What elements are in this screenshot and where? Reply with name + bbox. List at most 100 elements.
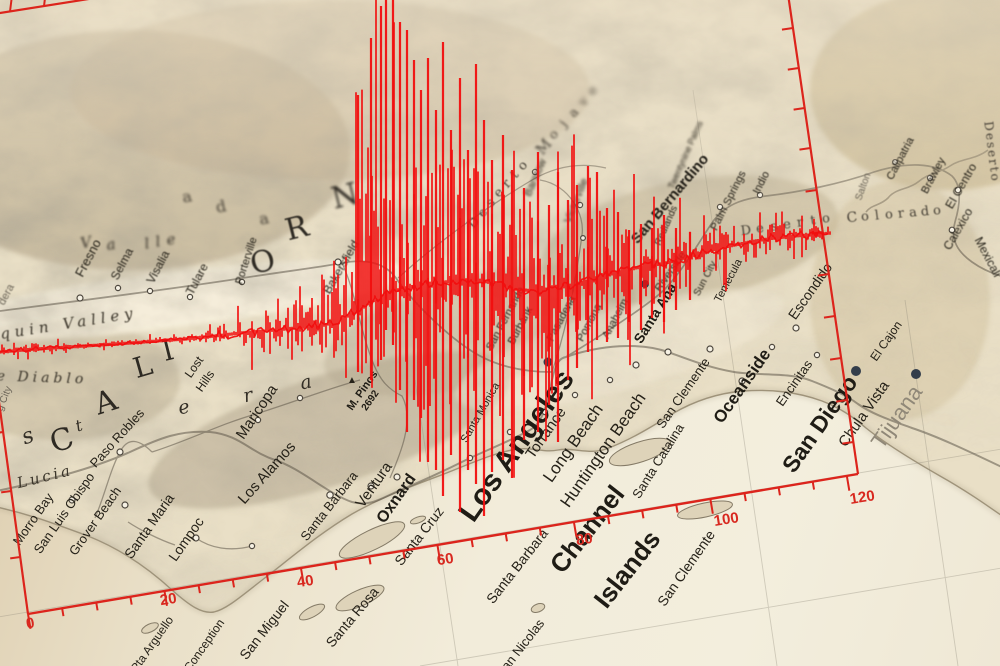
map-region-letter: o	[821, 211, 831, 227]
grid-border-line	[265, 573, 270, 582]
map-label: Tulare	[182, 260, 212, 298]
map-region-letter: L	[129, 348, 157, 385]
axis-tick-label: 120	[849, 487, 876, 508]
map-label: Santa Maria	[120, 490, 178, 562]
map-region-letter: e	[176, 395, 192, 420]
map-region-letter: a	[298, 370, 314, 395]
map-label: Redlands	[652, 204, 681, 248]
map-label: Riverside	[652, 249, 689, 294]
map-region-letter: e	[584, 83, 602, 99]
map-label: San Clemente	[654, 527, 718, 609]
map-label: San Clemente	[653, 354, 713, 432]
grid-border-line	[829, 357, 842, 361]
map-label: Lucia	[15, 460, 75, 493]
axis-tick-label: 80	[575, 530, 594, 549]
axis-tick-label: 40	[296, 572, 315, 591]
grid-border-line	[61, 608, 65, 617]
map-label: Visalia	[143, 248, 173, 286]
grid-border-line	[781, 27, 794, 31]
map-region-letter: r	[795, 215, 805, 231]
map-label: San Nicolas	[492, 616, 548, 666]
map-label: Porterville	[233, 235, 260, 286]
map-label: Los Angeles	[452, 363, 581, 528]
map-region-letter: r	[241, 383, 255, 408]
map-label: Pta Conception	[168, 616, 228, 666]
map-region-letter: e	[755, 221, 765, 237]
map-label: Pasadena	[544, 294, 579, 344]
map-label: Oceanside	[709, 345, 775, 427]
map-region-letter: M	[531, 135, 556, 159]
map-label: Santa Rosa	[322, 583, 382, 651]
map-label: Islands	[587, 524, 667, 614]
map-label: Twentynine Palms	[666, 119, 705, 191]
islands	[141, 437, 733, 634]
grid-border-line	[709, 498, 714, 514]
map-label: Victorville	[562, 176, 591, 225]
grid-border-line	[777, 487, 781, 496]
map-region-letter: o	[884, 207, 894, 223]
map-label: Tijuana	[865, 380, 928, 454]
map-label: Long Beach	[539, 400, 607, 486]
map-label: Brawley	[919, 155, 949, 196]
grid-border-line	[10, 556, 21, 560]
grid-border-line	[0, 431, 4, 434]
grid-border-line	[823, 315, 836, 319]
grid-border-line	[743, 492, 747, 502]
grid-border-line	[436, 544, 441, 560]
grid-border-line	[538, 527, 543, 536]
seismograph-spikes	[356, 0, 692, 516]
map-label: g City	[0, 384, 15, 413]
seismograph-baseline	[0, 229, 829, 353]
map-region-letter: N	[327, 176, 362, 217]
grid-border-line	[811, 481, 816, 490]
map-label: Indio	[750, 169, 773, 197]
grid-border-line	[811, 231, 823, 235]
map-label: Santa Barbara	[482, 525, 552, 607]
axis-tick-label: 0	[25, 615, 36, 633]
grid-border-line	[299, 567, 305, 583]
map-region-letter: v	[575, 94, 593, 110]
axis-tick-label: 60	[436, 550, 455, 569]
grid-border-line	[675, 504, 679, 513]
map-region-letter: a	[257, 208, 271, 229]
graticule	[0, 89, 1000, 666]
map-label: Deserto	[981, 120, 1000, 184]
map-label: Santa Monica	[458, 380, 503, 445]
map-region-letter: j	[556, 117, 572, 131]
grid-border-line	[43, 0, 46, 7]
map-label: San Miguel	[236, 597, 292, 663]
map-region-letter: D	[464, 214, 484, 232]
map-label: Los Alamos	[234, 438, 300, 508]
grid-border-line	[163, 590, 168, 606]
map-label: Calexico	[940, 205, 976, 253]
map-label: Fresno	[71, 236, 105, 280]
grid-border-line	[27, 472, 859, 616]
map-region-letter: e	[164, 229, 177, 250]
map-label: Pomona	[574, 301, 605, 344]
map-label: Maricopa	[232, 381, 282, 443]
map-region-letter: l	[142, 234, 151, 253]
map-label: Barstow	[521, 157, 550, 199]
map-label: Burbank	[505, 304, 536, 347]
map-region-letter: s	[18, 422, 38, 451]
map-region-letter: a	[104, 234, 117, 255]
city-dots	[68, 159, 962, 550]
map-label: San Luis Obispo	[30, 469, 98, 557]
map-label: Calipatria	[884, 135, 917, 183]
grid-border-line	[842, 441, 854, 445]
map-region-letter: o	[545, 127, 563, 143]
map-label: Hills	[192, 367, 218, 395]
axis-tick-label: 100	[713, 509, 740, 530]
grid-border-line	[197, 585, 201, 594]
map-region-letter: R	[281, 208, 313, 249]
grid-border-line	[572, 521, 578, 537]
map-region-letter: e	[782, 217, 792, 233]
grid-border-line	[334, 562, 338, 571]
map-region-letter: V	[79, 232, 93, 253]
map-label: 2692	[359, 388, 382, 413]
grid-border-line	[231, 579, 236, 588]
grid-border-line	[1, 490, 12, 494]
map-label: Sun City	[691, 259, 720, 299]
